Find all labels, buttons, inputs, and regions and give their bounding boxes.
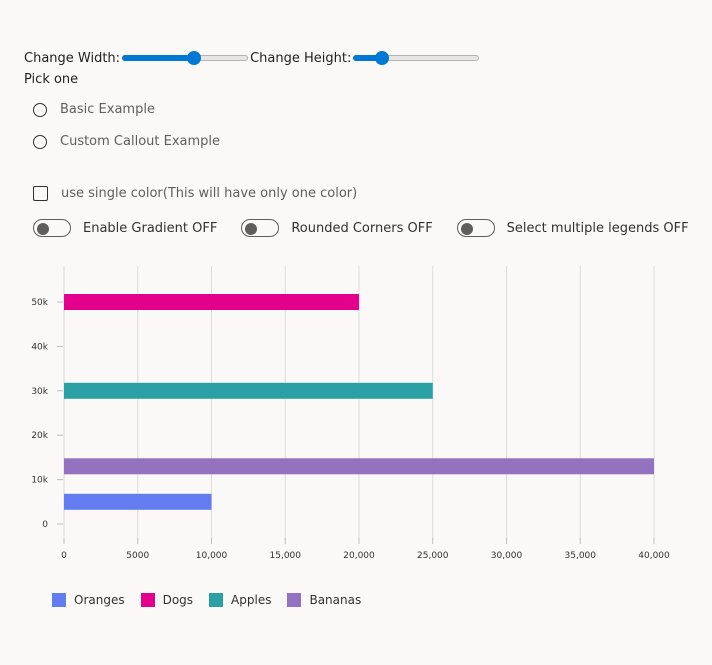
width-slider-fill	[122, 55, 194, 61]
height-slider-thumb[interactable]	[375, 51, 389, 65]
width-slider[interactable]	[122, 50, 248, 66]
bar-bananas	[64, 458, 654, 474]
gradient-toggle[interactable]	[33, 219, 71, 237]
gradient-toggle-label: Enable Gradient OFF	[83, 221, 217, 236]
legend-swatch	[287, 593, 301, 607]
rounded-corners-label: Rounded Corners OFF	[291, 221, 432, 236]
y-tick-label: 20k	[31, 431, 48, 441]
size-controls: Change Width: Change Height:	[24, 50, 481, 66]
radio-circle-icon[interactable]	[33, 103, 47, 117]
x-tick-label: 35,000	[565, 551, 597, 561]
x-tick-label: 40,000	[638, 551, 670, 561]
multiple-legends-toggle[interactable]	[457, 219, 495, 237]
bar-chart: 0 10k 20k 30k 40k 50k 0 5000 10,000 15,000 20,000…	[0, 250, 712, 570]
legend-item-apples[interactable]: Apples	[209, 593, 271, 607]
radio-custom-callout[interactable]: Custom Callout Example	[33, 134, 220, 149]
bar-dogs	[64, 294, 359, 310]
single-color-label: use single color(This will have only one…	[61, 186, 357, 201]
legend-swatch	[209, 593, 223, 607]
width-slider-thumb[interactable]	[187, 51, 201, 65]
radio-circle-icon[interactable]	[33, 135, 47, 149]
height-label: Change Height:	[250, 51, 351, 66]
toggle-knob	[245, 223, 257, 235]
legend-item-bananas[interactable]: Bananas	[287, 593, 361, 607]
x-tick-label: 30,000	[491, 551, 523, 561]
x-tick-label: 10,000	[196, 551, 228, 561]
legend-label: Apples	[231, 593, 271, 607]
legend-swatch	[141, 593, 155, 607]
multiple-legends-label: Select multiple legends OFF	[507, 221, 689, 236]
y-tick-label: 30k	[31, 387, 48, 397]
height-slider[interactable]	[353, 50, 479, 66]
toggle-knob	[461, 223, 473, 235]
legend-label: Bananas	[309, 593, 361, 607]
x-tick-label: 20,000	[343, 551, 375, 561]
x-tick-label: 25,000	[417, 551, 449, 561]
toggles-row: Enable Gradient OFF Rounded Corners OFF …	[33, 219, 689, 237]
x-tick-layer: 0 5000 10,000 15,000 20,000 25,000 30,000 35,00…	[61, 538, 670, 561]
y-tick-label: 40k	[31, 342, 48, 352]
y-tick-label: 10k	[31, 476, 48, 486]
legend-label: Dogs	[163, 593, 193, 607]
single-color-checkbox[interactable]	[33, 186, 48, 201]
pick-one-label: Pick one	[24, 72, 78, 87]
x-tick-label: 0	[61, 551, 67, 561]
radio-basic-label: Basic Example	[60, 102, 155, 117]
pick-one-label-row: Pick one	[24, 72, 78, 87]
y-tick-label: 0	[42, 520, 48, 530]
radio-custom-label: Custom Callout Example	[60, 134, 220, 149]
single-color-checkbox-row[interactable]: use single color(This will have only one…	[33, 186, 357, 201]
y-tick-layer: 0 10k 20k 30k 40k 50k	[31, 298, 63, 530]
legend-item-dogs[interactable]: Dogs	[141, 593, 193, 607]
bar-oranges	[64, 494, 212, 510]
legend-swatch	[52, 593, 66, 607]
legend-label: Oranges	[74, 593, 125, 607]
chart-legend: Oranges Dogs Apples Bananas	[52, 593, 377, 607]
x-tick-label: 5000	[126, 551, 149, 561]
toggle-knob	[37, 223, 49, 235]
legend-item-oranges[interactable]: Oranges	[52, 593, 125, 607]
bar-apples	[64, 383, 433, 399]
radio-basic-example[interactable]: Basic Example	[33, 102, 155, 117]
x-tick-label: 15,000	[270, 551, 302, 561]
width-label: Change Width:	[24, 51, 120, 66]
rounded-corners-toggle[interactable]	[241, 219, 279, 237]
y-tick-label: 50k	[31, 298, 48, 308]
